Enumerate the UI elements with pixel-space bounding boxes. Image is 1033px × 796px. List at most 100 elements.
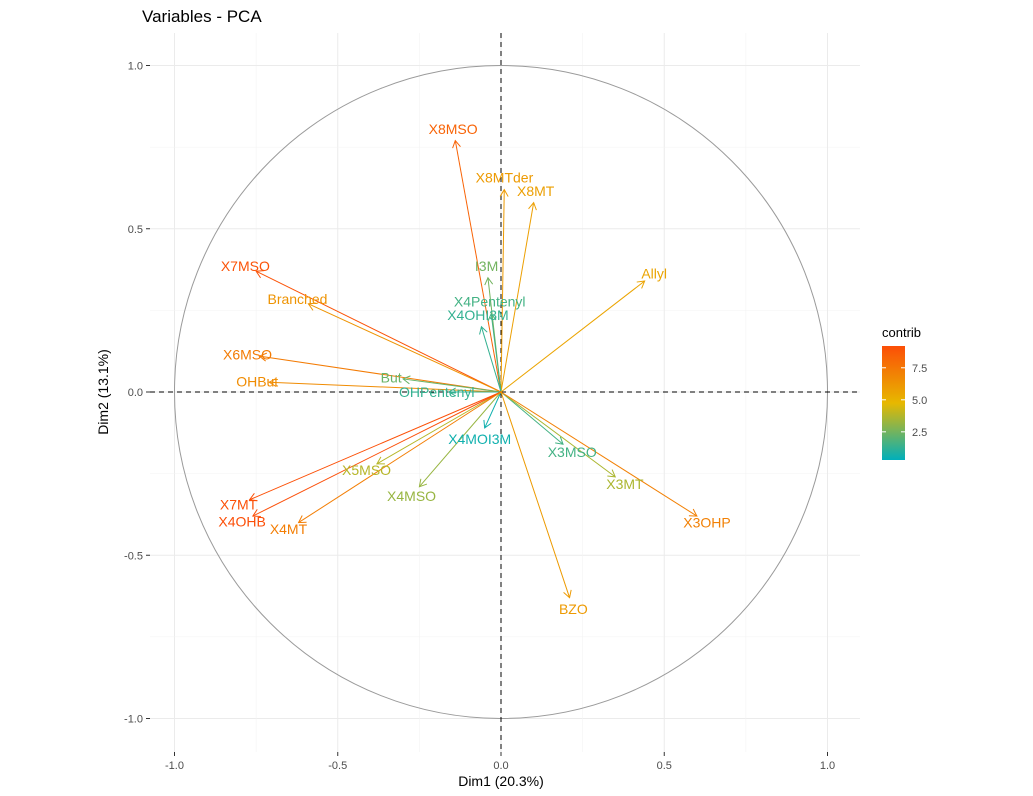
- label-x4mt: X4MT: [270, 521, 308, 537]
- label-x8mso: X8MSO: [429, 121, 478, 137]
- arrow-shaft: [402, 378, 502, 393]
- arrow-shaft: [500, 202, 535, 393]
- legend-tick-label: 5.0: [912, 395, 927, 407]
- x-tick-label: 1.0: [820, 760, 835, 772]
- y-tick-label: 0.5: [128, 224, 143, 236]
- y-tick-label: 0.0: [128, 387, 143, 399]
- arrow-x5mso: [376, 391, 502, 465]
- reference-lines: [150, 33, 860, 752]
- arrow-shaft: [308, 303, 502, 393]
- arrow-bzo: [500, 391, 572, 599]
- arrow-x8mso: [452, 139, 502, 393]
- label-i3m: I3M: [475, 258, 498, 274]
- label-ohbut: OHBut: [236, 374, 278, 390]
- arrow-x8mtder: [499, 188, 509, 393]
- legend-ticks: 2.5 5.0 7.5: [882, 363, 927, 439]
- arrow-x4moi3m: [483, 391, 502, 429]
- arrow-head: [418, 478, 428, 488]
- arrow-allyl: [500, 280, 646, 393]
- arrow-shaft: [480, 326, 502, 393]
- arrow-head: [636, 280, 646, 289]
- label-x6mso: X6MSO: [223, 346, 272, 362]
- arrow-x4pentenyl: [487, 312, 502, 393]
- arrow-shaft: [500, 189, 505, 393]
- label-x4ohi3m: X4OHI3M: [447, 307, 508, 323]
- arrow-head: [258, 352, 268, 362]
- arrow-shaft: [484, 391, 502, 429]
- arrow-shaft: [255, 270, 502, 393]
- arrow-head: [402, 375, 411, 385]
- x-tick-label: -1.0: [165, 760, 184, 772]
- arrow-shaft: [500, 391, 698, 517]
- arrow-shaft: [376, 391, 502, 465]
- arrow-shaft: [252, 391, 502, 517]
- arrow-shaft: [259, 355, 502, 393]
- arrow-head: [528, 201, 537, 211]
- x-tick-label: 0.5: [657, 760, 672, 772]
- label-x3mt: X3MT: [606, 476, 644, 492]
- label-bzo: BZO: [559, 601, 588, 617]
- x-axis-title: Dim1 (20.3%): [458, 773, 544, 789]
- x-axis-ticks: -1.0 -0.5 0.0 0.5 1.0: [165, 752, 835, 772]
- legend-tick-label: 7.5: [912, 363, 927, 375]
- arrow-x4ohi3m: [479, 325, 502, 393]
- label-x5mso: X5MSO: [342, 462, 391, 478]
- arrow-head: [487, 312, 497, 322]
- x-tick-label: -0.5: [328, 760, 347, 772]
- x-tick-label: 0.0: [493, 760, 508, 772]
- legend-colorbar: [882, 346, 905, 460]
- y-axis-ticks: -1.0 -0.5 0.0 0.5 1.0: [124, 61, 150, 726]
- y-axis-title: Dim2 (13.1%): [95, 349, 111, 435]
- label-but: But: [381, 369, 402, 385]
- arrow-head: [563, 589, 572, 599]
- arrow-x3mso: [500, 391, 564, 445]
- arrow-x6mso: [258, 352, 502, 393]
- arrow-ohbut: [268, 378, 502, 393]
- arrow-x4ohb: [251, 391, 502, 518]
- arrow-head: [607, 469, 617, 478]
- arrow-shaft: [454, 140, 502, 393]
- arrow-shaft: [249, 391, 502, 501]
- label-x8mtder: X8MTder: [476, 170, 534, 186]
- y-tick-label: -1.0: [124, 714, 143, 726]
- y-tick-label: 1.0: [128, 61, 143, 73]
- arrow-head: [376, 456, 385, 465]
- label-ohpentenyl: OHPentenyl: [399, 384, 474, 400]
- arrow-shaft: [418, 391, 502, 488]
- arrow-ohpentenyl: [447, 387, 501, 397]
- arrow-head: [307, 302, 317, 311]
- arrow-x4mso: [418, 391, 502, 488]
- arrow-head: [248, 493, 258, 502]
- arrow-shaft: [500, 391, 571, 598]
- label-x4ohb: X4OHB: [218, 513, 265, 529]
- arrow-x7mt: [248, 391, 502, 502]
- arrow-head: [452, 139, 461, 149]
- arrow-head: [483, 419, 492, 429]
- arrow-x7mso: [255, 270, 502, 393]
- arrow-x8mt: [500, 201, 537, 393]
- arrow-head: [484, 276, 494, 286]
- arrow-head: [499, 188, 509, 197]
- label-x3ohp: X3OHP: [683, 514, 730, 530]
- chart-title: Variables - PCA: [142, 7, 262, 26]
- label-x7mso: X7MSO: [221, 258, 270, 274]
- label-x8mt: X8MT: [517, 183, 555, 199]
- arrow-shaft: [500, 391, 616, 478]
- label-x4pentenyl: X4Pentenyl: [454, 294, 526, 310]
- arrow-head: [447, 387, 456, 397]
- variable-arrows: [248, 139, 698, 599]
- arrow-branched: [307, 302, 502, 393]
- arrow-head: [251, 509, 261, 518]
- legend-tick-label: 2.5: [912, 427, 927, 439]
- label-x7mt: X7MT: [220, 496, 258, 512]
- arrow-shaft: [298, 391, 502, 524]
- arrow-x3mt: [500, 391, 617, 478]
- arrow-shaft: [269, 381, 502, 393]
- y-tick-label: -0.5: [124, 550, 143, 562]
- arrow-x3ohp: [500, 391, 698, 517]
- arrow-x4mt: [297, 391, 502, 524]
- arrow-head: [555, 436, 564, 445]
- arrow-head: [255, 270, 265, 279]
- arrow-but: [402, 375, 502, 393]
